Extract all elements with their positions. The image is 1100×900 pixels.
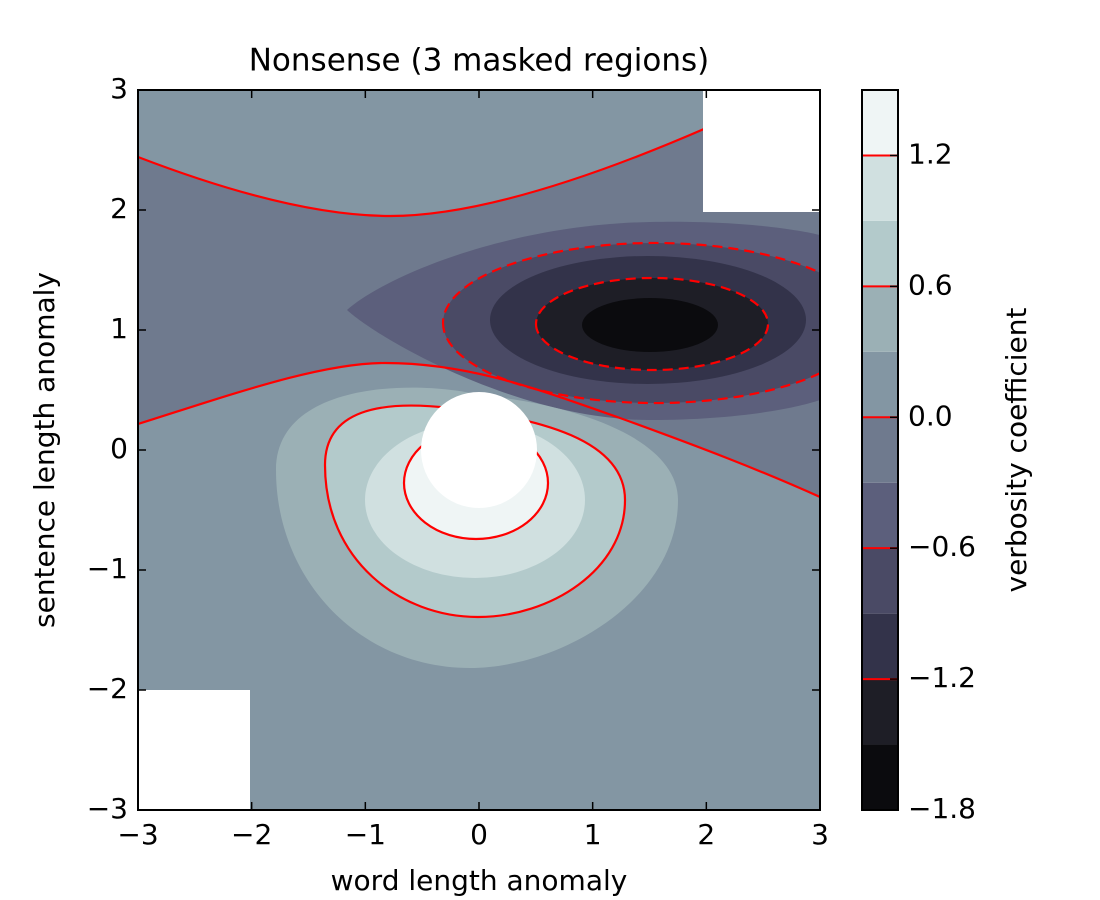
- masked-region: [421, 392, 537, 508]
- x-tick-label: 2: [697, 818, 715, 851]
- colorbar-band: [862, 613, 898, 680]
- y-axis-label: sentence length anomaly: [28, 272, 61, 628]
- x-tick-label: 0: [470, 818, 488, 851]
- y-tick-label: 2: [110, 192, 128, 225]
- x-tick-label: 1: [584, 818, 602, 851]
- colorbar-tick-label: −1.2: [908, 661, 976, 694]
- contour-line: [138, 120, 721, 218]
- y-tick-label: 3: [110, 72, 128, 105]
- colorbar-band: [862, 286, 898, 352]
- colorbar-band: [862, 482, 898, 549]
- colorbar-tick-label: 0.0: [908, 399, 953, 432]
- colorbar-band: [862, 351, 898, 418]
- y-tick-label: −1: [87, 552, 128, 585]
- plot-area: [138, 90, 820, 810]
- masked-region: [138, 690, 250, 810]
- y-tick-label: 1: [110, 312, 128, 345]
- colorbar-tick-label: 1.2: [908, 137, 953, 170]
- colorbar-frame: [861, 89, 899, 811]
- contour-line: [138, 361, 820, 499]
- colorbar-tick-label: −1.8: [908, 792, 976, 825]
- x-tick-label: −1: [345, 818, 386, 851]
- y-tick-label: −3: [87, 792, 128, 825]
- axes: −3 −2 −1 0 1 2 3 −3 −2 −1 0 1 2 3 −1.8 −1.2 −0.6 0.0 0.6 1.…: [87, 72, 976, 851]
- colorbar-band: [862, 417, 898, 483]
- contour-line: [323, 404, 627, 619]
- x-tick-label: −3: [117, 818, 158, 851]
- chart-title: Nonsense (3 masked regions): [249, 43, 710, 79]
- x-tick-label: 3: [811, 818, 829, 851]
- colorbar-tick-label: 0.6: [908, 268, 953, 301]
- contour-band: [582, 298, 718, 352]
- colorbar-band: [862, 155, 898, 221]
- colorbar-band: [862, 744, 898, 810]
- y-tick-label: 0: [110, 432, 128, 465]
- colorbar-tick-label: −0.6: [908, 530, 976, 563]
- y-tick-label: −2: [87, 672, 128, 705]
- contour-line: [534, 276, 770, 372]
- colorbar-band: [862, 90, 898, 156]
- x-axis-label: word length anomaly: [331, 864, 628, 897]
- colorbar-band: [862, 679, 898, 745]
- x-tick-label: −2: [231, 818, 272, 851]
- colorbar-band: [862, 548, 898, 614]
- colorbar-label: verbosity coefficient: [1000, 307, 1033, 592]
- colorbar-band: [862, 220, 898, 287]
- masked-region: [703, 90, 820, 212]
